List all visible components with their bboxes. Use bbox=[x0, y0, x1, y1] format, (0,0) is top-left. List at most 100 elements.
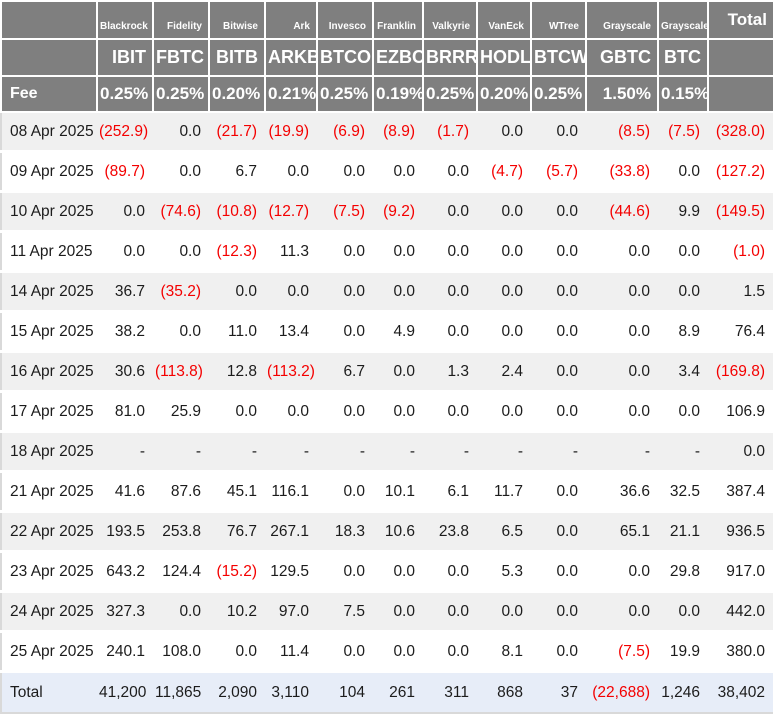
value-cell: 0.0 bbox=[317, 631, 373, 673]
value-cell: (8.5) bbox=[586, 112, 658, 153]
value-cell: 442.0 bbox=[708, 591, 773, 633]
value-cell: 18.3 bbox=[317, 511, 373, 553]
issuer-header: Bitwise bbox=[208, 0, 266, 40]
value-cell: 0.0 bbox=[477, 311, 531, 353]
value-cell: 21.1 bbox=[658, 511, 708, 553]
value-cell: 0.0 bbox=[317, 551, 373, 593]
value-cell: 0.0 bbox=[531, 191, 586, 233]
ticker-header: BTCW bbox=[530, 38, 587, 77]
total-value-cell: 41,200 bbox=[97, 671, 153, 713]
ticker-header: BRRR bbox=[422, 38, 478, 77]
value-cell: 0.0 bbox=[317, 311, 373, 353]
value-cell: 0.0 bbox=[586, 231, 658, 273]
value-cell: - bbox=[97, 431, 153, 473]
issuer-header: Fidelity bbox=[152, 0, 210, 40]
value-cell: 0.0 bbox=[97, 231, 153, 273]
value-cell: 3.4 bbox=[658, 351, 708, 393]
value-cell: 6.1 bbox=[423, 471, 477, 513]
value-cell: 10.2 bbox=[209, 591, 265, 633]
value-cell: 0.0 bbox=[477, 112, 531, 153]
value-cell: 7.5 bbox=[317, 591, 373, 633]
value-cell: 11.4 bbox=[265, 631, 317, 673]
issuer-header: Grayscale bbox=[585, 0, 659, 40]
value-cell: 0.0 bbox=[317, 151, 373, 193]
value-cell: 0.0 bbox=[531, 391, 586, 433]
value-cell: 0.0 bbox=[531, 631, 586, 673]
date-cell: 14 Apr 2025 bbox=[1, 271, 97, 313]
issuer-header: Invesco bbox=[316, 0, 374, 40]
value-cell: 0.0 bbox=[531, 551, 586, 593]
date-cell: 22 Apr 2025 bbox=[1, 511, 97, 553]
issuer-header: VanEck bbox=[476, 0, 532, 40]
value-cell: (9.2) bbox=[373, 191, 423, 233]
value-cell: 0.0 bbox=[658, 271, 708, 313]
value-cell: 5.3 bbox=[477, 551, 531, 593]
value-cell: - bbox=[153, 431, 209, 473]
value-cell: 240.1 bbox=[97, 631, 153, 673]
value-cell: 0.0 bbox=[586, 271, 658, 313]
value-cell: 0.0 bbox=[153, 591, 209, 633]
value-cell: (10.8) bbox=[209, 191, 265, 233]
fee-row: Fee 0.25% 0.25% 0.20% 0.21% 0.25% 0.19% 0.25% 0.… bbox=[0, 75, 773, 113]
value-cell: 87.6 bbox=[153, 471, 209, 513]
total-value-cell: 37 bbox=[531, 671, 586, 713]
value-cell: (12.7) bbox=[265, 191, 317, 233]
value-cell: 936.5 bbox=[708, 511, 773, 553]
value-cell: 0.0 bbox=[423, 591, 477, 633]
value-cell: (8.9) bbox=[373, 112, 423, 153]
total-value-cell: 38,402 bbox=[708, 671, 773, 713]
date-cell: 24 Apr 2025 bbox=[1, 591, 97, 633]
value-cell: 25.9 bbox=[153, 391, 209, 433]
fee-cell: 0.25% bbox=[530, 75, 587, 113]
date-cell: 11 Apr 2025 bbox=[1, 231, 97, 273]
value-cell: 0.0 bbox=[317, 391, 373, 433]
ticker-header: EZBC bbox=[372, 38, 424, 77]
value-cell: 0.0 bbox=[477, 231, 531, 273]
ticker-header: BTCO bbox=[316, 38, 374, 77]
value-cell: 81.0 bbox=[97, 391, 153, 433]
value-cell: 106.9 bbox=[708, 391, 773, 433]
issuer-header: Blackrock bbox=[96, 0, 154, 40]
date-cell: 23 Apr 2025 bbox=[1, 551, 97, 593]
total-value-cell: 2,090 bbox=[209, 671, 265, 713]
value-cell: 36.6 bbox=[586, 471, 658, 513]
value-cell: 327.3 bbox=[97, 591, 153, 633]
fee-cell: 1.50% bbox=[585, 75, 659, 113]
value-cell: 41.6 bbox=[97, 471, 153, 513]
ticker-header-row: IBIT FBTC BITB ARKB BTCO EZBC BRRR HODL BTCW GBTC… bbox=[0, 38, 773, 77]
date-cell: 08 Apr 2025 bbox=[1, 112, 97, 153]
value-cell: 1.3 bbox=[423, 351, 477, 393]
value-cell: (35.2) bbox=[153, 271, 209, 313]
fee-row-label: Fee bbox=[0, 75, 98, 113]
table-row: 08 Apr 2025 (252.9) 0.0 (21.7) (19.9) (6.9) (8… bbox=[1, 112, 773, 153]
value-cell: 10.1 bbox=[373, 471, 423, 513]
value-cell: 0.0 bbox=[658, 151, 708, 193]
value-cell: 97.0 bbox=[265, 591, 317, 633]
date-cell: 10 Apr 2025 bbox=[1, 191, 97, 233]
value-cell: 116.1 bbox=[265, 471, 317, 513]
issuer-header: WTree bbox=[530, 0, 587, 40]
date-cell: 15 Apr 2025 bbox=[1, 311, 97, 353]
value-cell: 29.8 bbox=[658, 551, 708, 593]
table-row: 11 Apr 2025 0.0 0.0 (12.3) 11.3 0.0 0.0 0.0 0.0 0… bbox=[1, 231, 773, 273]
empty-header-cell bbox=[707, 38, 773, 77]
issuer-header: Valkyrie bbox=[422, 0, 478, 40]
value-cell: 30.6 bbox=[97, 351, 153, 393]
value-cell: - bbox=[317, 431, 373, 473]
value-cell: 0.0 bbox=[373, 631, 423, 673]
total-column-header: Total bbox=[707, 0, 773, 40]
total-value-cell: 3,110 bbox=[265, 671, 317, 713]
value-cell: 0.0 bbox=[658, 391, 708, 433]
table-row: 14 Apr 2025 36.7 (35.2) 0.0 0.0 0.0 0.0 0.0 0.0 0… bbox=[1, 271, 773, 313]
table-row: 24 Apr 2025 327.3 0.0 10.2 97.0 7.5 0.0 0.0 0.0 0… bbox=[1, 591, 773, 633]
value-cell: 2.4 bbox=[477, 351, 531, 393]
value-cell: 0.0 bbox=[423, 151, 477, 193]
value-cell: 0.0 bbox=[423, 231, 477, 273]
issuer-header-row: Blackrock Fidelity Bitwise Ark Invesco Frankl… bbox=[0, 0, 773, 40]
value-cell: 0.0 bbox=[373, 551, 423, 593]
value-cell: 0.0 bbox=[586, 311, 658, 353]
date-cell: 18 Apr 2025 bbox=[1, 431, 97, 473]
value-cell: - bbox=[265, 431, 317, 473]
value-cell: 0.0 bbox=[586, 591, 658, 633]
